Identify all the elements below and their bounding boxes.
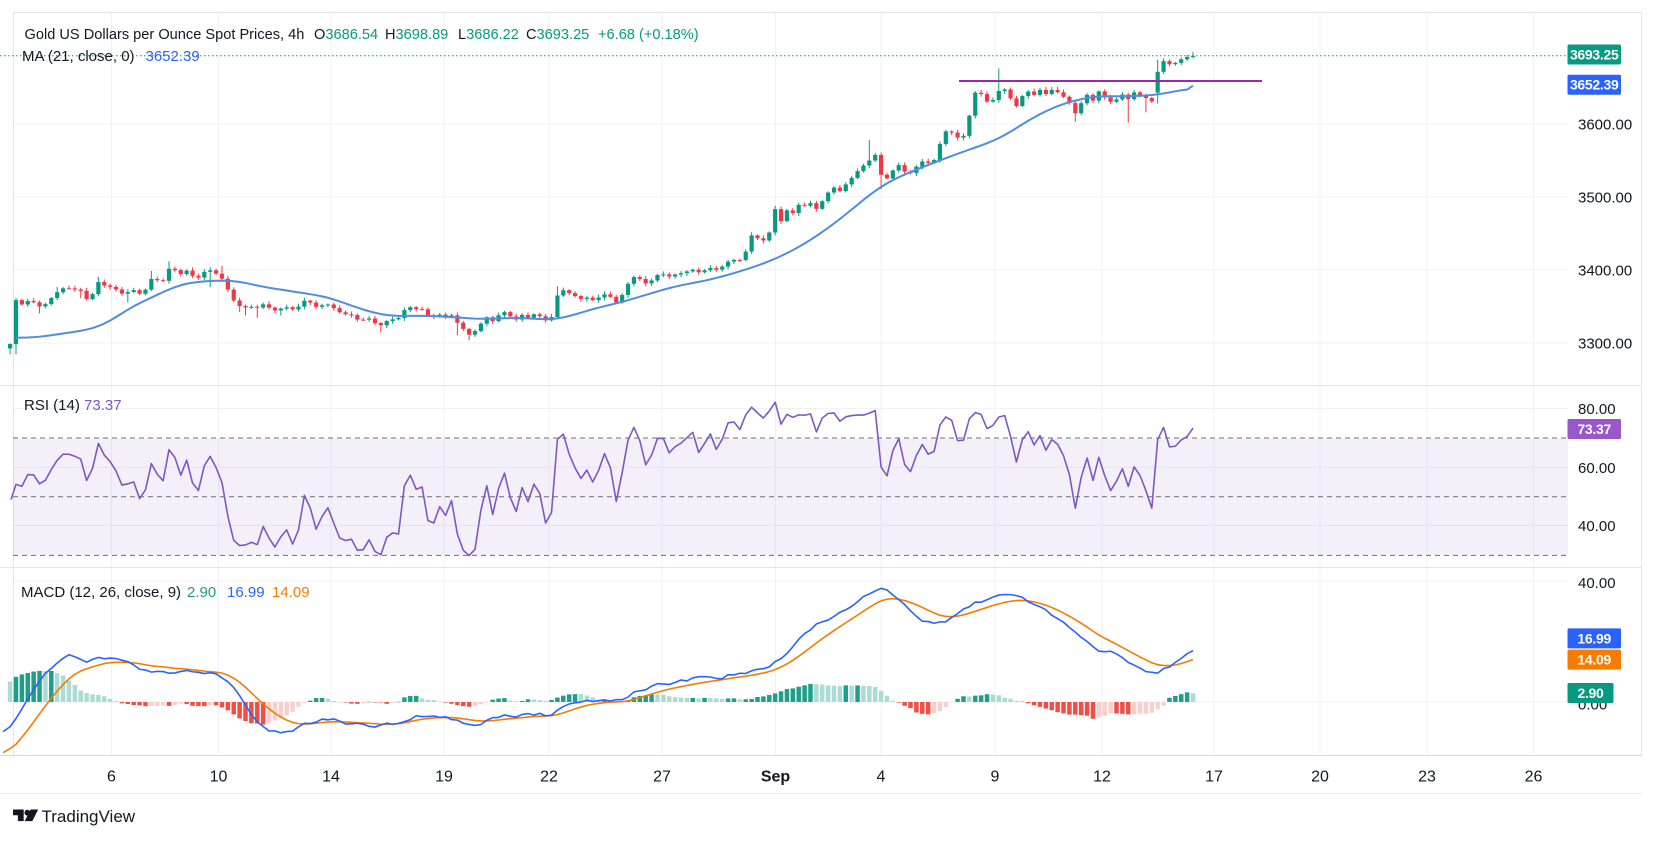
svg-text:14: 14	[322, 769, 340, 786]
svg-text:22: 22	[540, 769, 558, 786]
svg-text:20: 20	[1311, 769, 1329, 786]
svg-text:6: 6	[107, 769, 116, 786]
svg-text:O3686.54: O3686.54	[314, 27, 378, 43]
svg-text:17: 17	[1205, 769, 1223, 786]
svg-text:3500.00: 3500.00	[1578, 189, 1632, 206]
svg-text:+6.68 (+0.18%): +6.68 (+0.18%)	[598, 27, 699, 43]
svg-text:3693.25: 3693.25	[1570, 47, 1619, 63]
svg-text:80.00: 80.00	[1578, 401, 1616, 418]
svg-text:MACD (12, 26, close, 9): MACD (12, 26, close, 9)	[21, 584, 181, 601]
svg-text:23: 23	[1418, 769, 1436, 786]
svg-text:26: 26	[1525, 769, 1543, 786]
svg-text:3400.00: 3400.00	[1578, 262, 1632, 279]
svg-text:Gold US Dollars per Ounce Spot: Gold US Dollars per Ounce Spot Prices, 4…	[25, 27, 305, 43]
svg-text:27: 27	[653, 769, 671, 786]
svg-text:16.99: 16.99	[1577, 630, 1611, 646]
svg-text:19: 19	[435, 769, 453, 786]
svg-text:10: 10	[210, 769, 228, 786]
svg-text:Sep: Sep	[761, 769, 791, 786]
svg-text:40.00: 40.00	[1578, 575, 1616, 592]
svg-text:2.90: 2.90	[1577, 685, 1604, 701]
svg-text:3300.00: 3300.00	[1578, 336, 1632, 353]
svg-text:2.90: 2.90	[187, 584, 216, 601]
svg-text:40.00: 40.00	[1578, 518, 1616, 535]
svg-text:3652.39: 3652.39	[1570, 77, 1619, 93]
svg-text:14.09: 14.09	[272, 584, 310, 601]
svg-text:TradingView: TradingView	[42, 807, 136, 826]
svg-text:4: 4	[877, 769, 886, 786]
svg-text:12: 12	[1093, 769, 1111, 786]
svg-text:9: 9	[991, 769, 1000, 786]
svg-text:H3698.89: H3698.89	[385, 27, 448, 43]
svg-text:RSI (14) 73.37: RSI (14) 73.37	[24, 397, 122, 414]
svg-text:3600.00: 3600.00	[1578, 117, 1632, 134]
svg-text:60.00: 60.00	[1578, 460, 1616, 477]
svg-text:16.99: 16.99	[227, 584, 265, 601]
svg-text:73.37: 73.37	[1577, 421, 1611, 437]
svg-text:L3686.22: L3686.22	[458, 27, 519, 43]
svg-text:C3693.25: C3693.25	[526, 27, 589, 43]
svg-text:MA (21, close, 0)3652.39: MA (21, close, 0) 3652.39	[22, 48, 200, 65]
svg-text:14.09: 14.09	[1577, 652, 1611, 668]
